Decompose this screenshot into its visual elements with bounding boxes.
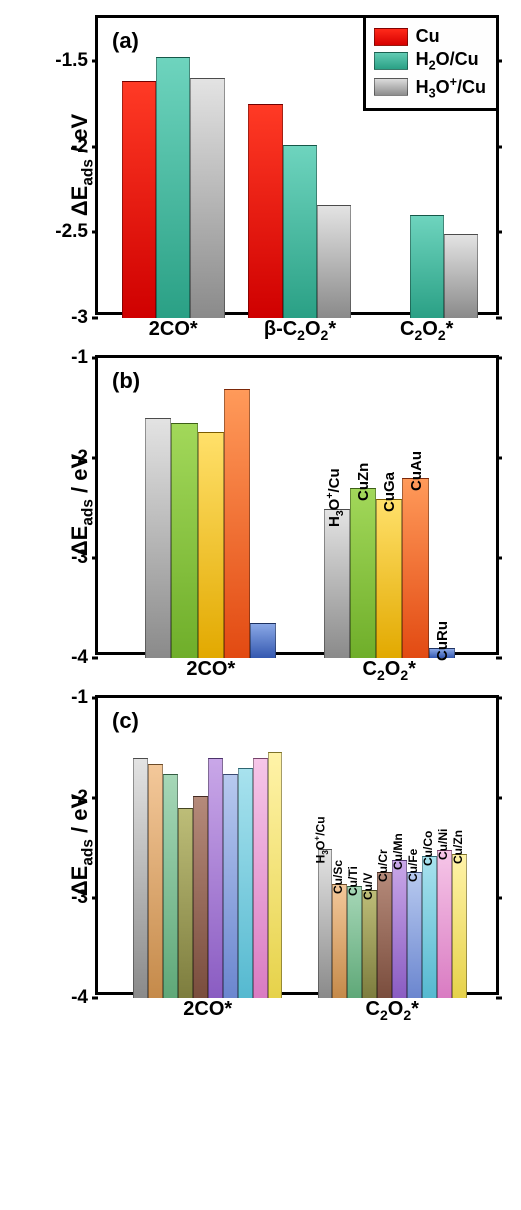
legend-label: H2O/Cu: [416, 49, 479, 73]
bar: [178, 808, 193, 998]
bar: [422, 856, 437, 998]
legend-swatch: [374, 52, 408, 70]
series-label: Cu/Fe: [406, 849, 420, 882]
y-tick-mark: [496, 797, 502, 800]
y-tick-label: -1.5: [55, 50, 98, 72]
panel-label: (c): [112, 708, 139, 734]
bar: [208, 758, 223, 998]
legend-swatch: [374, 78, 408, 96]
bar: [238, 768, 253, 998]
bar: [350, 488, 376, 658]
legend-item: Cu: [374, 26, 486, 47]
series-label: Cu/Ni: [436, 829, 450, 860]
legend-item: H3O+/Cu: [374, 75, 486, 101]
bar: [376, 499, 402, 658]
y-tick-mark: [496, 657, 502, 660]
series-label: CuGa: [381, 472, 398, 512]
legend-swatch: [374, 28, 408, 46]
bar: [268, 752, 283, 998]
bar: [317, 205, 351, 318]
bar: [193, 796, 208, 998]
series-label: Cu/V: [361, 873, 375, 900]
bar: [410, 215, 444, 318]
bar: [347, 886, 362, 998]
bar: [223, 774, 238, 998]
bar: [377, 872, 392, 998]
bar: [253, 758, 268, 998]
series-label: Cu/Sc: [331, 860, 345, 894]
bar: [148, 764, 163, 998]
panel-label: (a): [112, 28, 139, 54]
bar: [407, 872, 422, 998]
y-tick-label: -2.5: [55, 221, 98, 243]
bar: [248, 104, 282, 318]
y-tick-mark: [496, 697, 502, 700]
series-label: Cu/Cr: [376, 849, 390, 882]
y-tick-label: -1: [71, 347, 98, 369]
series-label: Cu/Co: [421, 831, 435, 866]
bar: [452, 854, 467, 998]
bar: [332, 884, 347, 998]
legend-label: H3O+/Cu: [416, 75, 486, 101]
y-tick-label: -4: [71, 987, 98, 1009]
bar: [362, 890, 377, 998]
chart-panel: (b)-1-2-3-42CO*C2O2*H3O+/CuCuZnCuGaCuAuC…: [95, 355, 499, 655]
series-label: CuAu: [408, 451, 425, 491]
legend-label: Cu: [416, 26, 440, 47]
y-tick-label: -1: [71, 687, 98, 709]
y-tick-mark: [496, 145, 502, 148]
bar: [198, 432, 224, 658]
panel-label: (b): [112, 368, 140, 394]
series-label: H3O+/Cu: [324, 468, 346, 527]
y-tick-mark: [496, 357, 502, 360]
y-axis-label: ΔEads / eV: [67, 454, 97, 556]
bar: [163, 774, 178, 998]
series-label: CuRu: [434, 621, 451, 661]
series-label: Cu/Mn: [391, 833, 405, 870]
legend: CuH2O/CuH3O+/Cu: [363, 15, 499, 111]
bar: [324, 509, 350, 658]
bar: [402, 478, 428, 658]
series-label: Cu/Ti: [346, 866, 360, 896]
chart-panel: (a)-1.5-2-2.5-32CO*β-C2O2*C2O2*CuH2O/CuH…: [95, 15, 499, 315]
chart-panel: (c)-1-2-3-42CO*C2O2*H3O+/CuCu/ScCu/TiCu/…: [95, 695, 499, 995]
y-tick-label: -4: [71, 647, 98, 669]
bar: [145, 418, 171, 658]
y-tick-mark: [496, 897, 502, 900]
bar: [156, 57, 190, 318]
y-tick-mark: [496, 997, 502, 1000]
bar: [444, 234, 478, 318]
bar: [122, 81, 156, 318]
legend-item: H2O/Cu: [374, 49, 486, 73]
bar: [392, 860, 407, 998]
y-tick-mark: [496, 557, 502, 560]
y-tick-mark: [496, 317, 502, 320]
bar: [133, 758, 148, 998]
bar: [171, 423, 197, 658]
bar: [283, 145, 317, 318]
series-label: CuZn: [355, 463, 372, 501]
bar: [250, 623, 276, 658]
y-tick-mark: [496, 457, 502, 460]
series-label: H3O+/Cu: [312, 816, 330, 863]
y-axis-label: ΔEads / eV: [67, 114, 97, 216]
y-tick-mark: [496, 231, 502, 234]
y-axis-label: ΔEads / eV: [67, 794, 97, 896]
bar: [224, 389, 250, 658]
series-label: Cu/Zn: [451, 830, 465, 864]
bar: [190, 78, 224, 318]
y-tick-label: -3: [71, 307, 98, 329]
bar: [437, 850, 452, 998]
